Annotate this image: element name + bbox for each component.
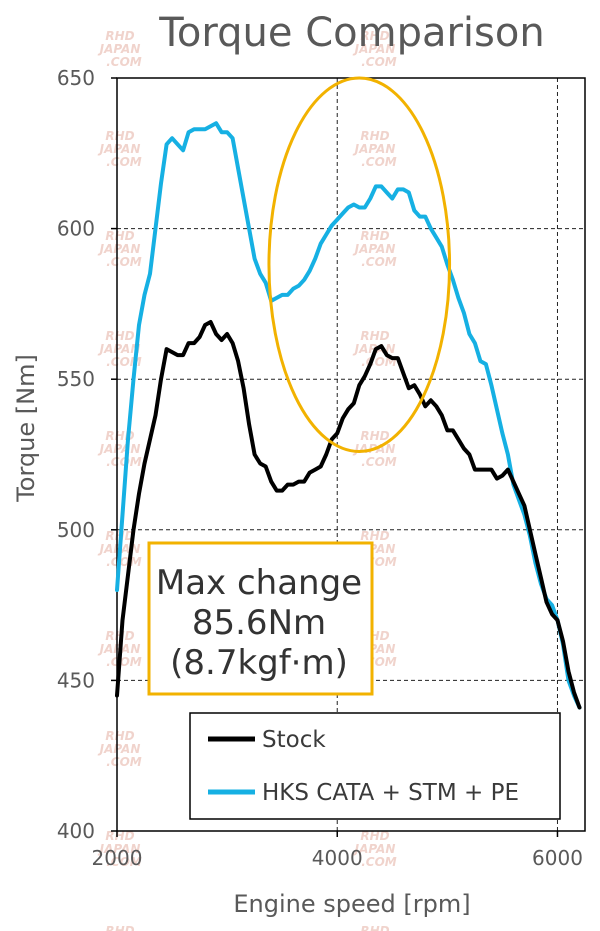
watermark-text: RHD — [105, 829, 134, 843]
watermark-text: JAPAN — [353, 842, 396, 856]
y-tick-label: 650 — [57, 66, 95, 90]
watermark-text: JAPAN — [98, 242, 141, 256]
watermark-text: .COM — [361, 255, 397, 269]
watermark-text: .COM — [106, 655, 142, 669]
watermark-text: RHD — [105, 329, 134, 343]
axis-ticks: 400 450 500 550 600 650 2000 4000 6000 — [57, 66, 583, 870]
watermark-text: RHD — [105, 129, 134, 143]
watermark-text: JAPAN — [353, 142, 396, 156]
watermark-text: RHD — [360, 329, 389, 343]
y-tick-label: 600 — [57, 217, 95, 241]
legend: Stock HKS CATA + STM + PE — [189, 712, 561, 820]
y-tick-label: 550 — [57, 367, 95, 391]
legend-frame — [189, 712, 561, 820]
watermark-text: .COM — [106, 55, 142, 69]
watermark-text: JAPAN — [98, 342, 141, 356]
watermark-text: RHD — [105, 229, 134, 243]
watermark-text: JAPAN — [98, 442, 141, 456]
annotation-line-3: (8.7kgf·m) — [170, 643, 348, 683]
watermark-text: .COM — [106, 855, 142, 869]
watermark-text: JAPAN — [98, 142, 141, 156]
x-tick-label: 2000 — [92, 846, 143, 870]
watermark-text: RHD — [360, 429, 389, 443]
watermark-text: .COM — [106, 155, 142, 169]
annotation-box: Max change 85.6Nm (8.7kgf·m) — [147, 541, 374, 696]
watermark-text: .COM — [361, 455, 397, 469]
watermark-text: JAPAN — [98, 842, 141, 856]
legend-label-stock: Stock — [262, 727, 326, 753]
watermark-text: .COM — [361, 155, 397, 169]
highlight-ellipse — [267, 76, 452, 453]
chart-title: Torque Comparison — [158, 10, 544, 56]
x-axis-label: Engine speed [rpm] — [233, 890, 470, 918]
watermark-text: RHD — [105, 924, 134, 931]
watermark-text: RHD — [105, 729, 134, 743]
series-layer — [115, 121, 582, 710]
series-line-hks — [115, 121, 582, 710]
watermark-text: JAPAN — [98, 742, 141, 756]
watermark-text: .COM — [106, 555, 142, 569]
watermark-text: RHD — [360, 924, 389, 931]
y-tick-label: 400 — [57, 819, 95, 843]
y-tick-label: 450 — [57, 668, 95, 692]
watermark-text: RHD — [105, 29, 134, 43]
watermark-text: RHD — [360, 229, 389, 243]
watermark-text: .COM — [106, 455, 142, 469]
annotation-frame — [147, 541, 374, 696]
annotation-line-1: Max change — [156, 563, 362, 603]
legend-label-hks: HKS CATA + STM + PE — [262, 780, 519, 806]
watermark-text: RHD — [360, 829, 389, 843]
y-tick-label: 500 — [57, 518, 95, 542]
watermark-text: RHD — [360, 29, 389, 43]
watermark-text: RHD — [360, 129, 389, 143]
watermark-text: JAPAN — [353, 242, 396, 256]
watermark-text: RHD — [360, 529, 389, 543]
x-tick-label: 6000 — [532, 846, 583, 870]
annotation-line-2: 85.6Nm — [192, 603, 326, 643]
watermark-text: .COM — [361, 55, 397, 69]
series-line-stock — [115, 320, 582, 710]
x-tick-label: 4000 — [312, 846, 363, 870]
watermark-text: .COM — [361, 855, 397, 869]
watermark-text: JAPAN — [353, 42, 396, 56]
watermark-text: .COM — [106, 255, 142, 269]
watermark-text: JAPAN — [98, 42, 141, 56]
watermark-text: .COM — [106, 755, 142, 769]
y-axis-label: Torque [Nm] — [12, 354, 40, 503]
